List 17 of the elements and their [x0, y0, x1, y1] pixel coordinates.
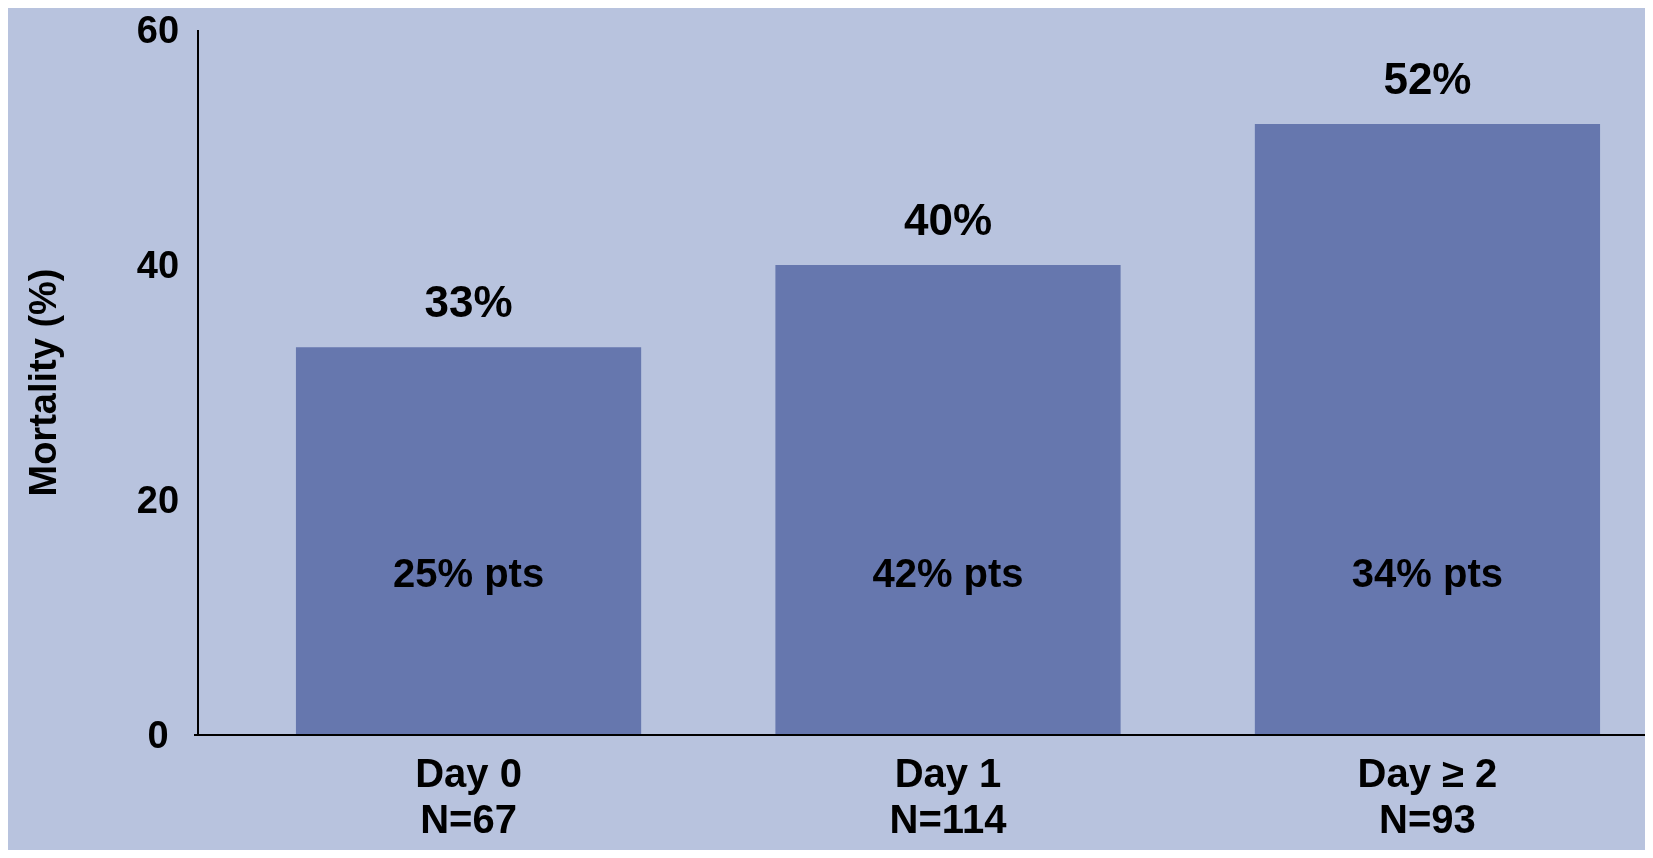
data-label: 33% [424, 277, 513, 327]
y-tick-label: 60 [136, 9, 180, 51]
bar [295, 347, 642, 735]
y-tick-label: 40 [136, 244, 180, 286]
x-tick-label: Day 1 N=114 [889, 751, 1008, 841]
x-tick-label: Day 0 N=67 [415, 751, 522, 841]
bar [1254, 124, 1601, 735]
x-tick-label: Day ≥ 2 N=93 [1357, 751, 1498, 841]
data-label: 52% [1383, 54, 1472, 103]
data-label: 40% [903, 195, 993, 244]
annotation: 42% pts [872, 550, 1024, 595]
y-axis-title: Mortality (%) [22, 268, 64, 497]
y-tick-label: 0 [147, 714, 169, 756]
annotation: 34% pts [1351, 550, 1504, 595]
annotation: 25% pts [392, 550, 545, 595]
bar [775, 265, 1121, 735]
y-tick-label: 20 [136, 479, 180, 521]
